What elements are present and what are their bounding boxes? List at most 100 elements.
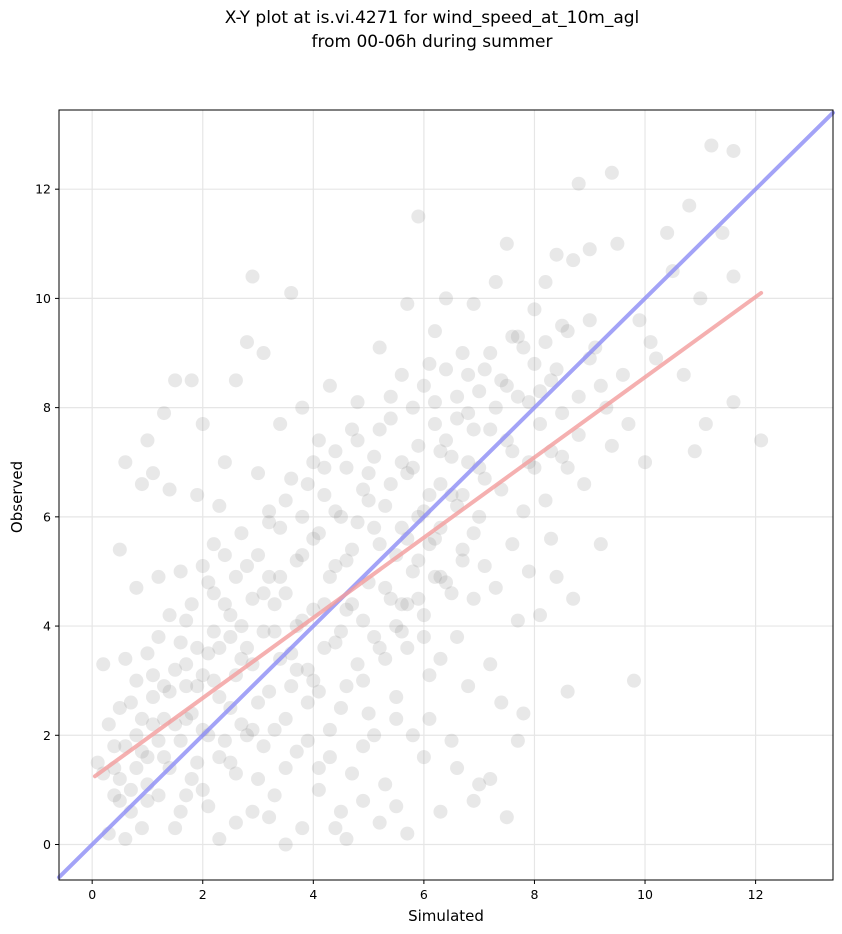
- scatter-point: [195, 558, 210, 573]
- scatter-point: [450, 411, 465, 426]
- scatter-point: [505, 329, 520, 344]
- scatter-point: [328, 558, 343, 573]
- scatter-point: [621, 417, 636, 432]
- scatter-point: [483, 771, 498, 786]
- scatter-point: [505, 537, 520, 552]
- scatter-point: [461, 455, 476, 470]
- scatter-point: [251, 695, 266, 710]
- scatter-point: [439, 575, 453, 590]
- scatter-point: [217, 455, 232, 470]
- scatter-point: [300, 477, 315, 492]
- scatter-point: [400, 826, 415, 841]
- scatter-point: [527, 302, 542, 317]
- scatter-point: [339, 832, 354, 847]
- scatter-point: [367, 520, 382, 535]
- scatter-point: [472, 777, 487, 792]
- scatter-point: [328, 821, 343, 836]
- scatter-point: [123, 695, 138, 710]
- x-tick-label: 12: [748, 887, 764, 902]
- scatter-point: [333, 509, 348, 524]
- scatter-point: [345, 542, 360, 557]
- scatter-point: [521, 395, 536, 410]
- scatter-point: [549, 569, 564, 584]
- scatter-point: [201, 799, 216, 814]
- scatter-point: [538, 275, 553, 290]
- scatter-point: [179, 711, 194, 726]
- scatter-point: [206, 586, 221, 601]
- scatter-point: [118, 651, 133, 666]
- scatter-point: [626, 673, 641, 688]
- scatter-point: [372, 340, 387, 355]
- scatter-point: [455, 553, 470, 568]
- scatter-point: [367, 629, 382, 644]
- scatter-point: [555, 318, 570, 333]
- scatter-point: [300, 695, 315, 710]
- scatter-point: [378, 777, 393, 792]
- scatter-point: [239, 640, 254, 655]
- scatter-point: [687, 444, 702, 459]
- scatter-point: [422, 356, 437, 371]
- scatter-point: [549, 362, 564, 377]
- scatter-point: [510, 329, 525, 344]
- scatter-point: [356, 673, 371, 688]
- scatter-point: [168, 821, 183, 836]
- scatter-point: [389, 799, 404, 814]
- scatter-point: [223, 629, 238, 644]
- scatter-point: [378, 580, 393, 595]
- scatter-point: [466, 296, 481, 311]
- identity-line: [57, 110, 835, 880]
- scatter-point: [145, 717, 160, 732]
- scatter-point: [649, 351, 664, 366]
- scatter-point: [416, 750, 431, 765]
- scatter-point: [560, 684, 575, 699]
- scatter-point: [212, 690, 227, 705]
- scatter-point: [212, 498, 227, 513]
- scatter-point: [356, 793, 371, 808]
- scatter-point: [433, 569, 448, 584]
- scatter-point: [295, 548, 310, 563]
- y-axis-label: Observed: [8, 461, 26, 533]
- scatter-point: [405, 460, 420, 475]
- scatter-point: [179, 657, 194, 672]
- scatter-point: [206, 537, 221, 552]
- scatter-point: [660, 225, 675, 240]
- scatter-point: [140, 750, 155, 765]
- scatter-point: [450, 629, 465, 644]
- scatter-point: [322, 722, 337, 737]
- scatter-point: [239, 728, 254, 743]
- scatter-point: [726, 395, 741, 410]
- scatter-point: [372, 422, 387, 437]
- scatter-point: [383, 389, 398, 404]
- scatter-point: [278, 711, 293, 726]
- scatter-point: [267, 597, 282, 612]
- scatter-point: [632, 313, 647, 328]
- scatter-point: [494, 695, 509, 710]
- scatter-point: [566, 253, 581, 268]
- scatter-point: [173, 804, 188, 819]
- scatter-point: [123, 782, 138, 797]
- scatter-point: [356, 482, 371, 497]
- scatter-point: [427, 395, 442, 410]
- scatter-point: [439, 433, 453, 448]
- scatter-point: [499, 236, 514, 251]
- scatter-point: [389, 690, 404, 705]
- scatter-point: [472, 384, 487, 399]
- scatter-point: [322, 569, 337, 584]
- scatter-point: [676, 367, 691, 382]
- scatter-point: [455, 346, 470, 361]
- scatter-point: [322, 378, 337, 393]
- scatter-point: [173, 733, 188, 748]
- reference-lines: [57, 110, 835, 880]
- scatter-point: [311, 761, 326, 776]
- scatter-point: [179, 788, 194, 803]
- scatter-point: [527, 460, 542, 475]
- scatter-point: [433, 804, 448, 819]
- scatter-point: [394, 455, 409, 470]
- scatter-point: [140, 433, 155, 448]
- scatter-point: [339, 460, 354, 475]
- scatter-point: [306, 673, 321, 688]
- scatter-point: [444, 449, 459, 464]
- scatter-point: [466, 422, 481, 437]
- scatter-point: [112, 542, 127, 557]
- scatter-point: [217, 733, 232, 748]
